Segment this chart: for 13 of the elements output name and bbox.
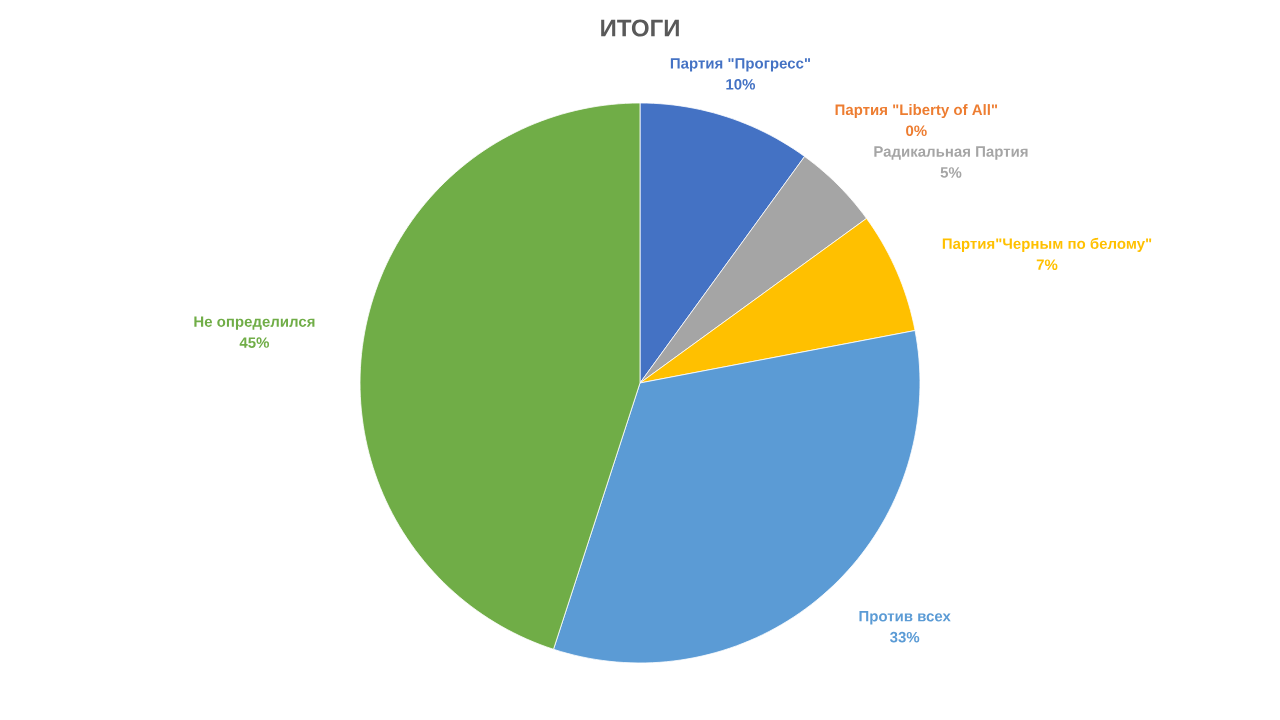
data-label: 33%	[889, 631, 920, 643]
text: 0%	[906, 125, 927, 137]
data-label: 7%	[1036, 259, 1058, 270]
category-label: Партия "Liberty of All"	[835, 104, 998, 119]
slice-label: Радикальная Партия	[874, 146, 1028, 160]
chart-title: ИТОГИ	[601, 19, 679, 37]
slice-label: Партия"Черным по белому"	[942, 237, 1152, 252]
data-label: 5%	[940, 167, 962, 178]
slice-label: Не определился	[194, 316, 315, 330]
slice-label: Партия "Прогресс"	[670, 58, 811, 72]
data-label: 45%	[239, 337, 270, 348]
data-label: 10%	[726, 79, 756, 90]
slice-label: Против всех	[859, 611, 951, 625]
